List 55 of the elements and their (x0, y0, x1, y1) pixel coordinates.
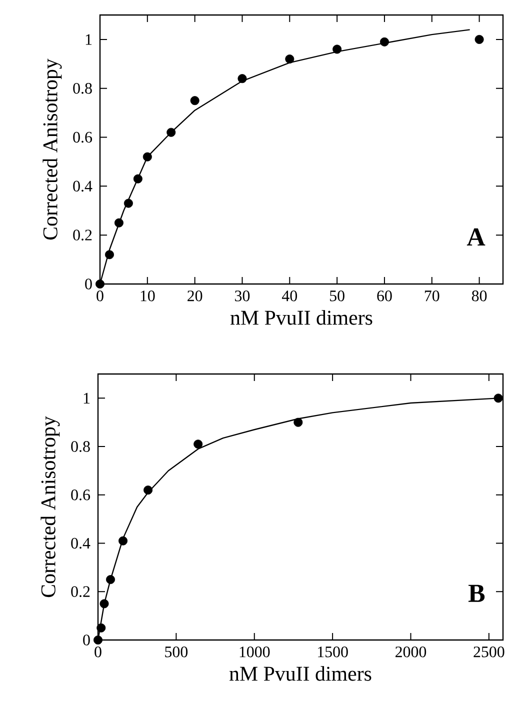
point (190, 96, 200, 106)
x-tick-label: 70 (424, 290, 440, 302)
x-axis-title: nM PvuII dimers (230, 310, 372, 325)
point (142, 152, 152, 162)
point (144, 486, 153, 495)
point (100, 599, 109, 608)
y-tick-label: 0.2 (71, 586, 90, 598)
y-tick-label: 0.6 (73, 132, 92, 143)
point (166, 128, 176, 137)
point (332, 44, 342, 54)
y-tick-label: 0.4 (71, 538, 90, 549)
point (118, 536, 128, 546)
annotation: A (466, 228, 486, 246)
x-tick-label: 30 (235, 290, 250, 302)
x-tick-label: 0 (96, 290, 104, 302)
point (96, 623, 106, 632)
point (494, 394, 503, 403)
y-tick-label: 0 (85, 278, 92, 290)
point (96, 279, 104, 288)
x-tick-label: 40 (282, 290, 298, 302)
point (285, 54, 294, 64)
y-tick-label: 0.8 (71, 441, 90, 452)
point (114, 218, 124, 228)
y-tick-label: 0.6 (71, 490, 90, 500)
x-tick-label: 20 (188, 290, 202, 302)
x-tick-label: 80 (472, 290, 487, 302)
x-axis-title: nM PvuII dimers (230, 666, 372, 681)
y-tick-label: 1 (84, 392, 90, 404)
x-tick-label: 2500 (474, 646, 504, 658)
y-tick-label: 0 (83, 634, 90, 646)
x-tick-label: 500 (165, 646, 188, 658)
annotation: B (468, 584, 485, 602)
y-tick-label: 0.8 (73, 82, 92, 94)
y-tick-label: 0.2 (73, 230, 92, 240)
point (474, 34, 484, 44)
y-tick-label: 1 (86, 34, 92, 45)
point (104, 250, 114, 260)
x-tick-label: 10 (140, 290, 155, 302)
y-axis-title: Corrected Anisotropy (40, 416, 60, 598)
x-tick-label: 60 (377, 290, 392, 302)
point (94, 636, 102, 644)
point (106, 575, 116, 584)
y-axis-title: Corrected Anisotropy (42, 58, 62, 240)
x-tick-label: 1000 (240, 646, 270, 658)
point (294, 418, 303, 427)
point (194, 440, 203, 449)
x-tick-label: 2000 (396, 646, 426, 658)
point (380, 37, 389, 46)
point (133, 174, 142, 184)
y-tick-label: 0.4 (73, 180, 92, 192)
x-tick-label: 0 (94, 646, 102, 658)
x-tick-label: 1500 (318, 646, 348, 658)
point (124, 198, 133, 208)
point (238, 74, 247, 84)
x-tick-label: 50 (330, 290, 344, 302)
